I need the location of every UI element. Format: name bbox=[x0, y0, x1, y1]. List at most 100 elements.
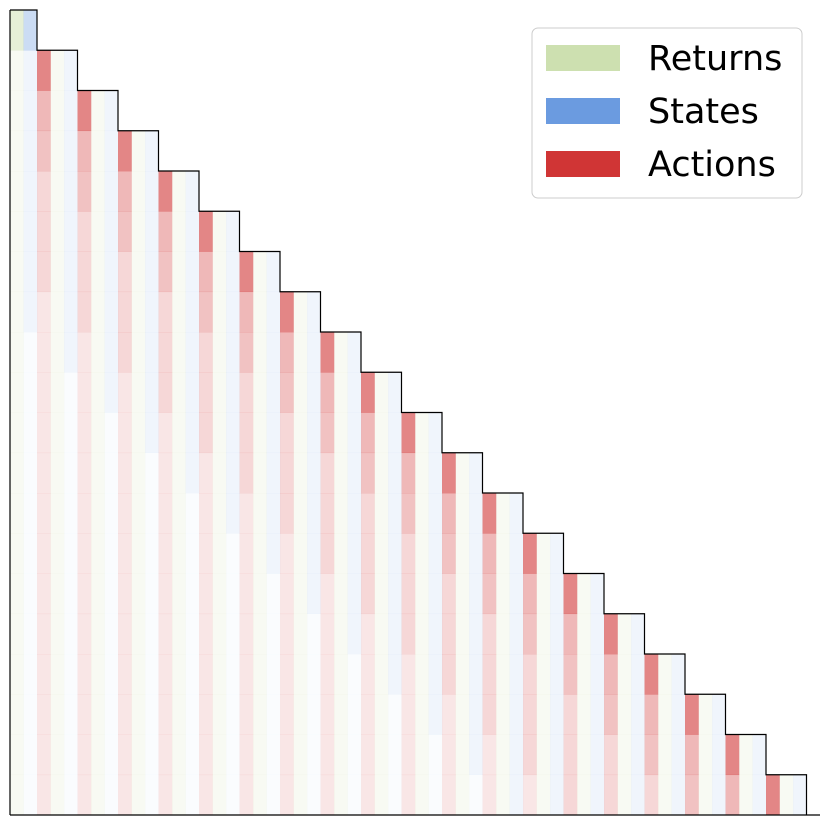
heatmap-cell bbox=[212, 774, 227, 816]
heatmap-cell bbox=[64, 291, 78, 333]
legend-swatch bbox=[546, 98, 620, 124]
heatmap-cell bbox=[23, 291, 38, 333]
heatmap-cell bbox=[266, 332, 281, 373]
heatmap-cell bbox=[105, 453, 119, 494]
heatmap-cell bbox=[64, 130, 78, 172]
heatmap-cell bbox=[469, 452, 483, 494]
heatmap-cell bbox=[482, 694, 497, 735]
heatmap-cell bbox=[469, 734, 483, 776]
heatmap-cell bbox=[145, 614, 159, 655]
heatmap-cell bbox=[91, 573, 105, 615]
heatmap-cell bbox=[266, 533, 281, 574]
heatmap-cell bbox=[77, 171, 92, 212]
heatmap-cell bbox=[293, 774, 308, 816]
heatmap-cell bbox=[91, 694, 105, 735]
heatmap-cell bbox=[239, 734, 254, 776]
heatmap-cell bbox=[293, 291, 308, 333]
heatmap-cell bbox=[212, 372, 227, 413]
heatmap-cell bbox=[267, 614, 281, 655]
heatmap-cell bbox=[590, 613, 605, 655]
heatmap-cell bbox=[23, 251, 38, 293]
heatmap-cell bbox=[105, 654, 119, 695]
heatmap-cell bbox=[118, 452, 132, 494]
heatmap-cell bbox=[550, 573, 564, 615]
heatmap-cell bbox=[280, 694, 294, 735]
heatmap-cell bbox=[415, 774, 429, 816]
heatmap-cell bbox=[104, 171, 119, 212]
heatmap-cell bbox=[131, 211, 146, 252]
heatmap-cell bbox=[671, 694, 686, 735]
heatmap-cell bbox=[266, 372, 281, 413]
heatmap-cell bbox=[267, 654, 281, 695]
heatmap-cell bbox=[617, 654, 632, 695]
heatmap-cell bbox=[307, 493, 321, 534]
heatmap-cell bbox=[455, 573, 470, 615]
heatmap-cell bbox=[455, 654, 470, 695]
heatmap-cell bbox=[523, 654, 537, 695]
heatmap-cell bbox=[37, 171, 51, 212]
heatmap-cell bbox=[334, 774, 348, 816]
heatmap-cell bbox=[10, 694, 24, 735]
heatmap-cell bbox=[226, 412, 240, 454]
heatmap-cell bbox=[631, 654, 645, 695]
heatmap-cell bbox=[631, 613, 645, 655]
heatmap-cell bbox=[145, 211, 159, 252]
heatmap-cell bbox=[226, 452, 240, 494]
heatmap-cell bbox=[685, 774, 699, 816]
heatmap-cell bbox=[185, 171, 200, 212]
heatmap-cell bbox=[91, 211, 105, 252]
heatmap-cell bbox=[361, 372, 375, 413]
heatmap-cell bbox=[658, 694, 672, 735]
heatmap-cell bbox=[280, 573, 294, 615]
heatmap-cell bbox=[428, 573, 443, 615]
heatmap-cell bbox=[266, 291, 281, 333]
heatmap-cell bbox=[172, 774, 186, 816]
heatmap-cell bbox=[172, 694, 186, 735]
heatmap-cell bbox=[185, 211, 200, 252]
heatmap-cell bbox=[253, 251, 267, 293]
heatmap-cell bbox=[105, 775, 119, 816]
heatmap-cell bbox=[118, 533, 132, 574]
heatmap-cell bbox=[496, 774, 510, 816]
heatmap-cell bbox=[104, 251, 119, 293]
heatmap-cell bbox=[172, 291, 186, 333]
heatmap-cell bbox=[199, 211, 213, 252]
heatmap-cell bbox=[348, 735, 362, 776]
heatmap-cell bbox=[226, 251, 240, 293]
heatmap-cell bbox=[374, 493, 389, 534]
heatmap-cell bbox=[401, 533, 416, 574]
heatmap-cell bbox=[145, 372, 159, 413]
heatmap-cell bbox=[280, 654, 294, 695]
heatmap-cell bbox=[293, 332, 308, 373]
heatmap-cell bbox=[361, 774, 375, 816]
heatmap-cell bbox=[64, 533, 78, 574]
heatmap-cell bbox=[725, 774, 740, 816]
heatmap-cell bbox=[347, 573, 362, 615]
heatmap-cell bbox=[185, 291, 200, 333]
heatmap-cell bbox=[91, 251, 105, 293]
heatmap-cell bbox=[23, 171, 38, 212]
heatmap-cell bbox=[307, 614, 321, 655]
heatmap-cell bbox=[10, 130, 24, 172]
heatmap-cell bbox=[415, 613, 429, 655]
heatmap-cell bbox=[590, 654, 605, 695]
heatmap-cell bbox=[348, 694, 362, 735]
heatmap-cell bbox=[131, 332, 146, 373]
heatmap-cell bbox=[212, 613, 227, 655]
heatmap-cell bbox=[239, 493, 254, 534]
heatmap-cell bbox=[226, 493, 240, 534]
heatmap-cell bbox=[361, 694, 375, 735]
heatmap-cell bbox=[172, 412, 186, 454]
heatmap-cell bbox=[698, 694, 713, 735]
heatmap-cell bbox=[293, 412, 308, 454]
heatmap-cell bbox=[658, 774, 672, 816]
heatmap-cell bbox=[64, 654, 78, 695]
heatmap-cell bbox=[307, 654, 321, 695]
heatmap-cell bbox=[131, 251, 146, 293]
heatmap-cell bbox=[253, 734, 267, 776]
heatmap-cell bbox=[604, 694, 618, 735]
heatmap-cell bbox=[536, 694, 551, 735]
heatmap-cell bbox=[455, 493, 470, 534]
heatmap-cell bbox=[320, 493, 335, 534]
heatmap-cell bbox=[509, 573, 524, 615]
